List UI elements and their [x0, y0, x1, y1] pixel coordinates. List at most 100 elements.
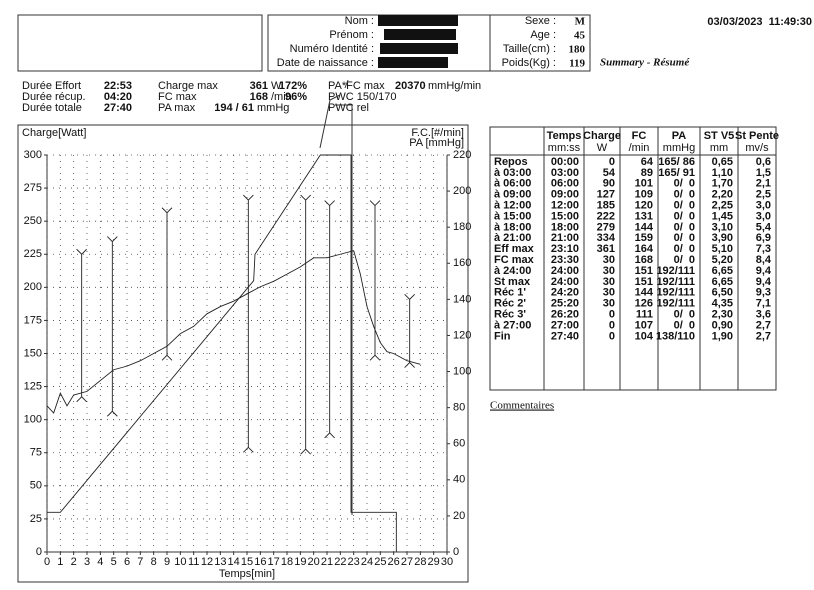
- table-cell: 12:00: [551, 200, 579, 212]
- table-cell: 6,65: [712, 265, 733, 277]
- column-unit: mmHg: [663, 142, 695, 154]
- x-tick-label: 23: [348, 556, 360, 568]
- load-unit: /min: [271, 91, 292, 103]
- table-cell: 0,6: [756, 156, 771, 168]
- row-label: St max: [494, 276, 531, 288]
- row-label: à 06:00: [494, 178, 531, 190]
- table-cell: 54: [603, 167, 616, 179]
- table-cell: 192/111: [656, 265, 695, 277]
- table-cell: 3,10: [712, 221, 733, 233]
- row-label: à 21:00: [494, 232, 531, 244]
- x-tick-label: 5: [111, 556, 117, 568]
- x-tick-label: 22: [334, 556, 346, 568]
- x-axis-label: Temps[min]: [219, 568, 275, 580]
- table-cell: 1,10: [712, 167, 733, 179]
- table-cell: 5,10: [712, 243, 733, 255]
- load-value: 194 / 61: [214, 102, 254, 114]
- row-label: à 18:00: [494, 221, 531, 233]
- table-cell: 1,5: [756, 167, 771, 179]
- empty-box: [17, 14, 263, 72]
- title: Summary - Résumé: [600, 57, 690, 69]
- pwc-label: PWC rel: [328, 102, 369, 114]
- duration-label: Durée récup.: [22, 91, 86, 103]
- x-tick-label: 16: [254, 556, 266, 568]
- row-label: Réc 1': [494, 287, 526, 299]
- x-tick-label: 13: [214, 556, 226, 568]
- comments: Commentaires: [490, 400, 554, 412]
- duration-label: Durée Effort: [22, 80, 81, 92]
- series-line: [47, 154, 397, 552]
- y-tick-label: 175: [24, 314, 42, 326]
- y2-tick-label: 20: [453, 510, 465, 522]
- table-cell: 30: [603, 265, 615, 277]
- table-cell: 168: [635, 254, 653, 266]
- table-cell: 111: [636, 309, 653, 321]
- row-label: FC max: [494, 254, 535, 266]
- x-tick-label: 19: [294, 556, 306, 568]
- pwc-unit: mmHg/min: [428, 80, 481, 92]
- x-tick-label: 7: [137, 556, 143, 568]
- table-frame: [489, 126, 777, 391]
- y2-tick-label: 220: [453, 149, 471, 161]
- chart-frame: [17, 124, 469, 583]
- table-cell: 18:00: [551, 221, 579, 233]
- table-cell: 0: [609, 319, 615, 331]
- load-value: 168: [250, 91, 268, 103]
- y-tick-label: 75: [30, 447, 42, 459]
- column-unit: mm:ss: [548, 142, 581, 154]
- patient-label: Taille(cm) :: [503, 43, 556, 55]
- duration-label: Durée totale: [22, 102, 82, 114]
- table-cell: 159: [635, 232, 653, 244]
- column-unit: mv/s: [745, 142, 769, 154]
- table-cell: 0,90: [712, 319, 733, 331]
- pa-bar: [76, 248, 87, 403]
- y-tick-label: 100: [24, 414, 42, 426]
- table-cell: 24:20: [551, 287, 579, 299]
- table-cell: 90: [603, 178, 615, 190]
- column-header: St Pente: [735, 130, 779, 142]
- pa-bar: [404, 294, 415, 368]
- duration-value: 27:40: [104, 102, 132, 114]
- table-cell: 192/111: [656, 287, 695, 299]
- table-cell: 15:00: [551, 210, 579, 222]
- table-cell: 126: [635, 298, 653, 310]
- table-cell: 0/ 0: [674, 210, 695, 222]
- pa-bar: [324, 200, 335, 439]
- table-cell: 165/ 91: [658, 167, 695, 179]
- table-cell: 127: [597, 189, 615, 201]
- patient-value: 45: [574, 30, 586, 42]
- row-label: Repos: [494, 156, 528, 168]
- y2-tick-label: 100: [453, 365, 471, 377]
- x-tick-label: 4: [97, 556, 103, 568]
- redaction: [384, 29, 456, 40]
- x-tick-label: 12: [201, 556, 213, 568]
- table-cell: 185: [597, 200, 615, 212]
- table-cell: 27:40: [551, 330, 579, 342]
- table-cell: 30: [603, 276, 615, 288]
- column-unit: /min: [629, 142, 650, 154]
- column-header: ST V5: [704, 130, 735, 142]
- table-cell: 138/110: [656, 330, 695, 342]
- table-cell: 3,0: [756, 200, 771, 212]
- x-tick-label: 2: [71, 556, 77, 568]
- x-tick-label: 28: [414, 556, 426, 568]
- x-tick-label: 6: [124, 556, 130, 568]
- x-tick-label: 15: [241, 556, 253, 568]
- table-cell: 25:20: [551, 298, 579, 310]
- x-tick-label: 21: [321, 556, 333, 568]
- patient-value: M: [575, 16, 586, 28]
- table-cell: 0/ 0: [674, 178, 695, 190]
- y-tick-label: 150: [24, 347, 42, 359]
- y2-axis-label: F.C.[#/min]: [411, 127, 464, 139]
- pa-bar: [107, 236, 118, 417]
- y2-tick-label: 140: [453, 293, 471, 305]
- load-percent: 96%: [285, 91, 307, 103]
- table-cell: 00:00: [551, 156, 579, 168]
- x-tick-label: 9: [164, 556, 170, 568]
- table-cell: 23:10: [551, 243, 579, 255]
- duration-value: 22:53: [104, 80, 132, 92]
- table-cell: 192/111: [656, 298, 695, 310]
- row-label: à 09:00: [494, 189, 531, 201]
- leader-line: [319, 94, 341, 149]
